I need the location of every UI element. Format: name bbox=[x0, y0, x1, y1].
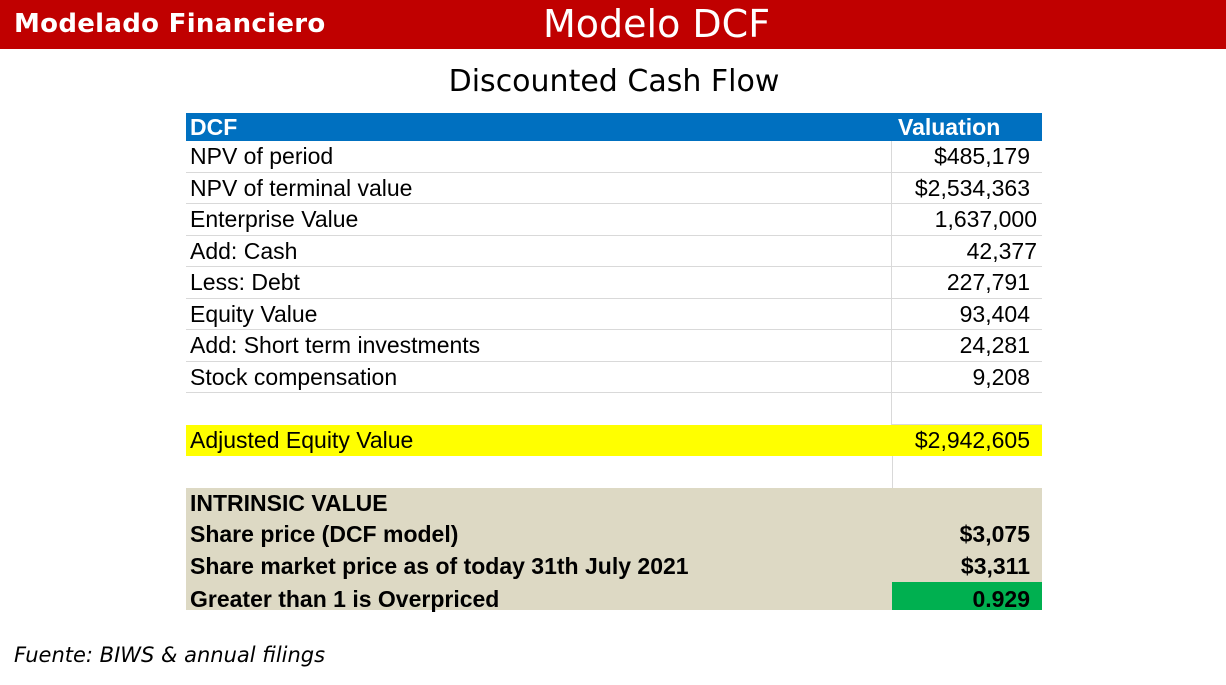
adjusted-equity-label: Adjusted Equity Value bbox=[190, 426, 414, 453]
blank-cell bbox=[186, 456, 892, 488]
row-label: NPV of terminal value bbox=[186, 172, 892, 204]
blank-row bbox=[186, 393, 1042, 425]
intrinsic-row: Share market price as of today 31th July… bbox=[186, 550, 1042, 582]
brand-label: Modelado Financiero bbox=[14, 9, 326, 39]
row-value: 227,791 bbox=[892, 267, 1042, 299]
header-dcf: DCF bbox=[190, 114, 238, 140]
row-label: Stock compensation bbox=[186, 361, 892, 393]
table-row: NPV of period $485,179 bbox=[186, 141, 1042, 173]
blank-row bbox=[186, 456, 1042, 488]
adjusted-equity-row: Adjusted Equity Value $2,942,605 bbox=[186, 424, 1042, 456]
intrinsic-heading-row: INTRINSIC VALUE bbox=[186, 487, 1042, 520]
row-value: 9,208 bbox=[892, 362, 1042, 393]
blank-cell bbox=[892, 393, 1042, 425]
intrinsic-label: Greater than 1 is Overpriced bbox=[190, 586, 500, 612]
intrinsic-value: $3,311 bbox=[960, 552, 1030, 579]
intrinsic-row: Share price (DCF model) $3,075 bbox=[186, 519, 1042, 551]
table-row: Add: Short term investments 24,281 bbox=[186, 330, 1042, 362]
row-value: $2,534,363 bbox=[892, 173, 1042, 204]
table-row: NPV of terminal value $2,534,363 bbox=[186, 172, 1042, 204]
source-note: Fuente: BIWS & annual filings bbox=[14, 643, 326, 667]
table-row: Enterprise Value 1,637,000 bbox=[186, 204, 1042, 236]
row-value: 1,637,000 bbox=[892, 204, 1042, 236]
intrinsic-value: $3,075 bbox=[959, 521, 1030, 547]
intrinsic-label: Share market price as of today 31th July… bbox=[190, 552, 689, 579]
blank-cell bbox=[892, 488, 1042, 520]
subtitle-text: Discounted Cash Flow bbox=[448, 64, 780, 99]
adjusted-equity-value: $2,942,605 bbox=[914, 426, 1030, 453]
row-value: 42,377 bbox=[892, 236, 1042, 267]
table-row: Less: Debt 227,791 bbox=[186, 267, 1042, 299]
row-value: $485,179 bbox=[892, 141, 1042, 173]
intrinsic-label: Share price (DCF model) bbox=[190, 521, 459, 547]
intrinsic-heading: INTRINSIC VALUE bbox=[190, 489, 388, 516]
dcf-table: DCF Valuation NPV of period $485,179 NPV… bbox=[186, 113, 1042, 612]
page-title: Modelo DCF bbox=[543, 2, 771, 46]
ratio-value: 0.929 bbox=[892, 582, 1042, 612]
top-bar: Modelado Financiero Modelo DCF bbox=[0, 0, 1226, 49]
row-label: Add: Short term investments bbox=[186, 330, 892, 362]
row-label: Add: Cash bbox=[186, 235, 892, 267]
row-value: 24,281 bbox=[892, 330, 1042, 362]
header-valuation: Valuation bbox=[898, 114, 1001, 140]
blank-cell bbox=[892, 456, 1042, 488]
table-row: Add: Cash 42,377 bbox=[186, 235, 1042, 267]
table-header-row: DCF Valuation bbox=[186, 113, 1042, 141]
row-value: 93,404 bbox=[892, 299, 1042, 330]
row-label: Equity Value bbox=[186, 298, 892, 330]
row-label: NPV of period bbox=[186, 141, 892, 173]
intrinsic-row: Greater than 1 is Overpriced 0.929 bbox=[186, 582, 1042, 612]
row-label: Enterprise Value bbox=[186, 204, 892, 236]
blank-cell bbox=[186, 393, 892, 425]
slide-subtitle: Discounted Cash Flow bbox=[0, 64, 1226, 99]
table-row: Stock compensation 9,208 bbox=[186, 361, 1042, 393]
table-row: Equity Value 93,404 bbox=[186, 298, 1042, 330]
row-label: Less: Debt bbox=[186, 267, 892, 299]
